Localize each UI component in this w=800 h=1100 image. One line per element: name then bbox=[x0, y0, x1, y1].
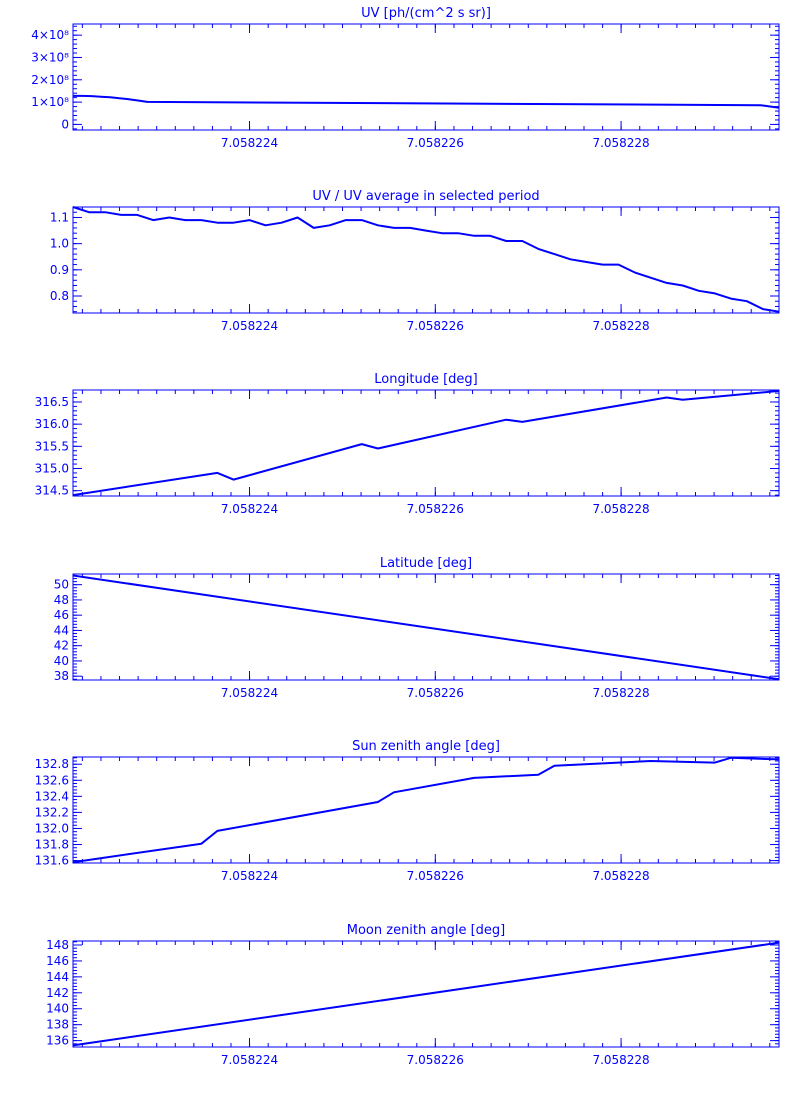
y-tick-label: 138 bbox=[46, 1018, 69, 1032]
y-tick-label: 131.8 bbox=[35, 838, 69, 852]
chart-title: Latitude [deg] bbox=[380, 556, 472, 571]
chart-panel-1: UV [ph/(cm^2 s sr)] 7.058224 7.058226 7.058… bbox=[31, 6, 780, 150]
y-tick-label: 2×10⁸ bbox=[31, 73, 69, 87]
y-tick-label: 132.2 bbox=[35, 805, 69, 819]
y-tick-label: 315.0 bbox=[35, 462, 69, 476]
y-tick-label: 3×10⁸ bbox=[31, 50, 69, 64]
series-line-1 bbox=[72, 756, 780, 864]
x-tick-label: 7.058226 bbox=[407, 502, 464, 516]
y-tick-label: 50 bbox=[54, 578, 69, 592]
plot-frame bbox=[72, 389, 780, 497]
y-tick-label: 316.0 bbox=[35, 417, 69, 431]
chart-panel-6: Moon zenith angle [deg] 7.058224 7.058226 7… bbox=[46, 923, 780, 1067]
y-tick-label: 46 bbox=[54, 608, 69, 622]
y-tick-label: 0.9 bbox=[50, 263, 69, 277]
series-line-1 bbox=[72, 574, 780, 681]
chart-panel-2: UV / UV average in selected period 7.0582… bbox=[50, 189, 780, 333]
x-tick-label: 7.058228 bbox=[592, 502, 649, 516]
x-tick-label: 7.058226 bbox=[407, 319, 464, 333]
y-tick-label: 0 bbox=[61, 117, 69, 131]
x-tick-label: 7.058224 bbox=[221, 869, 278, 883]
x-tick-label: 7.058228 bbox=[592, 136, 649, 150]
chart-panel-5: Sun zenith angle [deg] 7.058224 7.058226 7.… bbox=[35, 739, 780, 883]
chart-title: UV / UV average in selected period bbox=[312, 189, 539, 204]
y-tick-label: 42 bbox=[54, 639, 69, 653]
y-tick-label: 1.1 bbox=[50, 210, 69, 224]
x-tick-label: 7.058228 bbox=[592, 869, 649, 883]
plot-frame bbox=[72, 206, 780, 314]
x-tick-label: 7.058226 bbox=[407, 869, 464, 883]
y-tick-label: 140 bbox=[46, 1002, 69, 1016]
y-tick-label: 1×10⁸ bbox=[31, 95, 69, 109]
x-tick-label: 7.058224 bbox=[221, 502, 278, 516]
x-tick-label: 7.058228 bbox=[592, 686, 649, 700]
series-line-1 bbox=[72, 941, 780, 1047]
x-tick-label: 7.058226 bbox=[407, 136, 464, 150]
y-tick-label: 44 bbox=[54, 623, 69, 637]
series-line-1 bbox=[72, 389, 780, 497]
y-tick-label: 48 bbox=[54, 593, 69, 607]
chart-title: Moon zenith angle [deg] bbox=[347, 923, 505, 938]
chart-panel-4: Latitude [deg] 7.058224 7.058226 7.058228 38… bbox=[54, 556, 780, 700]
y-tick-label: 1.0 bbox=[50, 237, 69, 251]
series-line-1 bbox=[73, 94, 780, 109]
y-tick-label: 142 bbox=[46, 986, 69, 1000]
x-tick-label: 7.058224 bbox=[221, 1053, 278, 1067]
plot-frame bbox=[72, 756, 780, 864]
y-tick-label: 316.5 bbox=[35, 395, 69, 409]
plot-frame bbox=[72, 940, 780, 1048]
chart-title: UV [ph/(cm^2 s sr)] bbox=[361, 6, 491, 21]
x-tick-label: 7.058228 bbox=[592, 319, 649, 333]
y-tick-label: 132.6 bbox=[35, 773, 69, 787]
y-tick-label: 136 bbox=[46, 1034, 69, 1048]
y-tick-label: 132.0 bbox=[35, 821, 69, 835]
y-tick-label: 148 bbox=[46, 938, 69, 952]
x-tick-label: 7.058226 bbox=[407, 686, 464, 700]
x-tick-label: 7.058224 bbox=[221, 319, 278, 333]
y-tick-label: 132.8 bbox=[35, 757, 69, 771]
series-line-1 bbox=[72, 206, 780, 313]
y-tick-label: 4×10⁸ bbox=[31, 28, 69, 42]
plot-frame bbox=[72, 23, 780, 131]
y-tick-label: 38 bbox=[54, 669, 69, 683]
x-tick-label: 7.058224 bbox=[221, 686, 278, 700]
x-tick-label: 7.058226 bbox=[407, 1053, 464, 1067]
chart-title: Sun zenith angle [deg] bbox=[352, 739, 500, 754]
y-tick-label: 314.5 bbox=[35, 484, 69, 498]
y-tick-label: 146 bbox=[46, 954, 69, 968]
y-tick-label: 131.6 bbox=[35, 854, 69, 868]
chart-panel-3: Longitude [deg] 7.058224 7.058226 7.058228 3… bbox=[35, 372, 780, 516]
y-tick-label: 40 bbox=[54, 654, 69, 668]
x-tick-label: 7.058224 bbox=[221, 136, 278, 150]
y-tick-label: 132.4 bbox=[35, 789, 69, 803]
x-tick-label: 7.058228 bbox=[592, 1053, 649, 1067]
chart-title: Longitude [deg] bbox=[374, 372, 477, 387]
y-tick-label: 0.8 bbox=[50, 289, 69, 303]
y-tick-label: 315.5 bbox=[35, 439, 69, 453]
y-tick-label: 144 bbox=[46, 970, 69, 984]
